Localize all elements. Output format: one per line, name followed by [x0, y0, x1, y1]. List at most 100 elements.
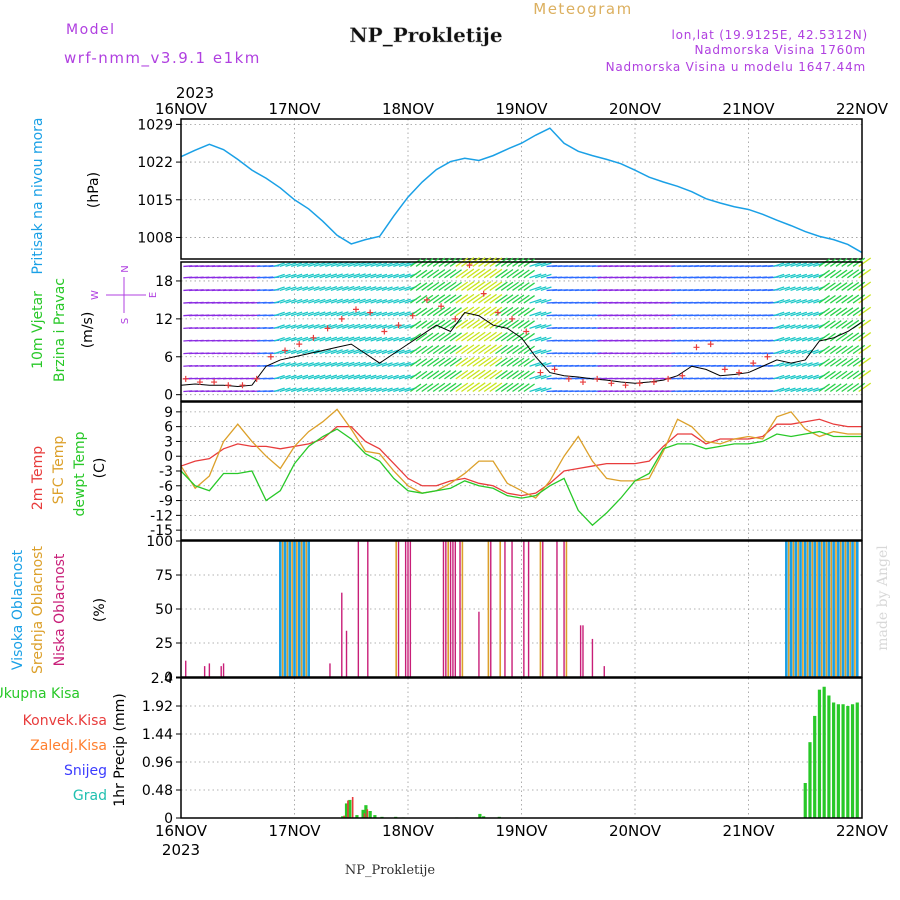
- cloud-high-bar: [794, 541, 798, 677]
- wind-arrow: [342, 311, 355, 317]
- wind-arrow: [290, 349, 303, 355]
- wind-arrow: [540, 311, 552, 317]
- wind-arrow: [466, 382, 480, 393]
- wind-arrow: [807, 374, 819, 380]
- wind-arrow: [835, 282, 848, 291]
- cloud-high-bar: [841, 541, 845, 677]
- cloud-low-bar: [404, 541, 407, 677]
- wind-arrow: [846, 357, 860, 367]
- precip-total-bar: [482, 816, 486, 818]
- wind-arrow: [512, 332, 525, 342]
- wind-arrow: [517, 370, 530, 380]
- compass-s: S: [120, 318, 131, 324]
- wind-arrow: [824, 370, 836, 380]
- wind-arrow: [273, 311, 285, 317]
- wind-arrow: [506, 294, 519, 304]
- wind-arrow: [535, 362, 547, 367]
- wind-arrow: [359, 361, 372, 367]
- wind-arrow: [535, 336, 547, 342]
- precip-ytick-label: 1.92: [142, 699, 173, 715]
- wind-arrow: [387, 336, 399, 342]
- wind-arrow: [438, 382, 451, 393]
- wind-arrow: [858, 369, 872, 380]
- wind-gust-marker: [310, 334, 317, 341]
- wind-arrow: [432, 332, 446, 342]
- wind-arrow: [478, 268, 492, 279]
- wind-arrow: [540, 349, 552, 355]
- cloud-ytick-label: 50: [155, 602, 173, 618]
- wind-arrow: [784, 311, 796, 317]
- wind-gust-marker: [622, 382, 629, 389]
- wind-arrow: [364, 336, 377, 342]
- wind-arrow: [302, 349, 314, 355]
- wind-arrow: [398, 336, 411, 342]
- precip-unit: 1hr Precip (mm): [112, 693, 128, 806]
- wind-arrow: [779, 387, 791, 393]
- wind-arrow: [540, 286, 552, 292]
- wind-arrow: [466, 293, 480, 304]
- wind-arrow: [455, 294, 469, 304]
- wind-arrow: [409, 345, 422, 355]
- wind-arrow: [364, 298, 377, 304]
- wind-arrow: [835, 320, 848, 329]
- wind-arrow: [444, 269, 457, 279]
- wind-arrow: [285, 311, 297, 317]
- precip-total-bar: [832, 702, 836, 818]
- wind-arrow: [784, 362, 796, 367]
- wind-arrow: [364, 286, 377, 292]
- wind-arrow: [347, 386, 361, 393]
- wind-arrow: [466, 306, 480, 317]
- wind-arrow: [279, 311, 291, 317]
- wind-arrow: [807, 362, 819, 367]
- wind-gust-marker: [352, 306, 359, 313]
- cloud-mid-bar: [816, 541, 818, 677]
- precip-frame: [180, 677, 863, 819]
- wind-arrow: [302, 361, 314, 367]
- wind-arrow: [784, 336, 796, 342]
- wind-arrow: [398, 349, 411, 355]
- wind-arrow: [449, 307, 462, 317]
- wind-arrow: [773, 311, 785, 317]
- wind-arrow: [529, 361, 542, 367]
- wind-arrow: [500, 332, 514, 342]
- wind-arrow: [818, 383, 831, 393]
- wind-arrow: [279, 286, 291, 292]
- cloud-unit: (%): [92, 598, 108, 622]
- cloud-low-bar: [478, 611, 480, 677]
- wind-arrow: [336, 374, 349, 380]
- wind-arrow: [796, 374, 808, 380]
- wind-arrow: [359, 336, 372, 342]
- cloud-low-bar: [504, 541, 506, 677]
- wind-arrow: [398, 361, 411, 367]
- precip-legend-snow: Snijeg: [64, 763, 107, 779]
- wind-arrow: [444, 294, 457, 304]
- wind-arrow: [489, 344, 503, 355]
- wind-gust-marker: [438, 303, 445, 310]
- wind-arrow: [296, 362, 309, 367]
- wind-arrow: [370, 273, 382, 279]
- pressure-label: Pritisak na nivou mora: [30, 117, 46, 274]
- wind-gust-marker: [253, 375, 260, 382]
- wind-gust-marker: [395, 322, 402, 329]
- year-bottom: 2023: [162, 841, 200, 859]
- wind-arrow: [313, 374, 326, 380]
- wind-arrow: [381, 324, 393, 329]
- wind-arrow: [296, 273, 309, 279]
- wind-arrow: [846, 319, 860, 329]
- wind-arrow: [540, 299, 552, 304]
- wind-arrow: [517, 294, 530, 304]
- wind-arrow: [818, 307, 831, 317]
- wind-arrow: [858, 357, 872, 367]
- wind-arrow: [421, 269, 434, 279]
- wind-arrow: [296, 311, 309, 317]
- wind-arrow: [449, 281, 462, 291]
- wind-panel: 0 6 12 18: [155, 257, 872, 404]
- cloud-low-bar: [556, 541, 558, 677]
- wind-arrow: [364, 273, 377, 279]
- wind-arrow: [393, 387, 405, 393]
- cloud-low-bar: [409, 541, 412, 677]
- precip-legend-conv: Konvek.Kisa: [23, 713, 107, 729]
- wind-arrow: [393, 262, 405, 268]
- wind-arrow: [427, 281, 440, 291]
- wind-arrow: [483, 382, 497, 393]
